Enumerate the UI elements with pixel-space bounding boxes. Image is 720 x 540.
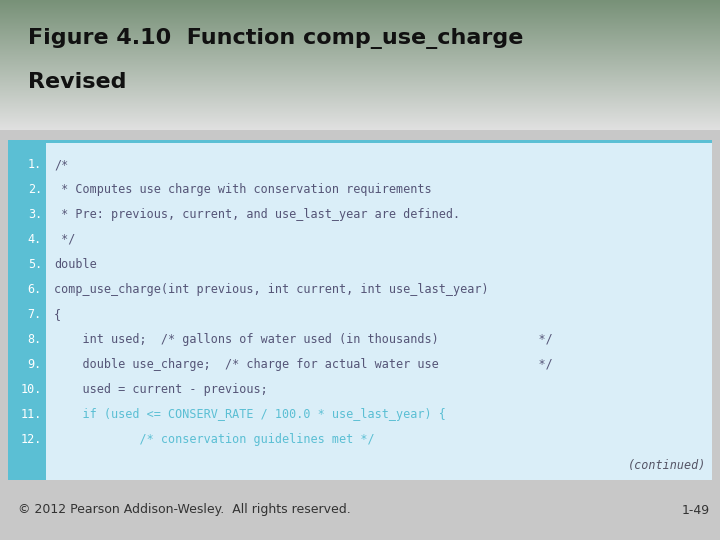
Bar bbox=[8, 143, 46, 480]
Text: 5.: 5. bbox=[28, 258, 42, 271]
Bar bbox=[8, 143, 712, 480]
Text: 8.: 8. bbox=[28, 333, 42, 346]
Text: Revised: Revised bbox=[28, 72, 127, 92]
Text: double: double bbox=[54, 258, 96, 271]
Text: double use_charge;  /* charge for actual water use              */: double use_charge; /* charge for actual … bbox=[54, 358, 553, 371]
Text: comp_use_charge(int previous, int current, int use_last_year): comp_use_charge(int previous, int curren… bbox=[54, 283, 489, 296]
Text: 11.: 11. bbox=[21, 408, 42, 421]
Text: 2.: 2. bbox=[28, 183, 42, 196]
Bar bbox=[8, 140, 712, 143]
Text: used = current - previous;: used = current - previous; bbox=[54, 383, 268, 396]
Text: {: { bbox=[54, 308, 61, 321]
Bar bbox=[0, 130, 720, 540]
Text: 12.: 12. bbox=[21, 433, 42, 446]
Text: 10.: 10. bbox=[21, 383, 42, 396]
Text: 9.: 9. bbox=[28, 358, 42, 371]
Text: * Computes use charge with conservation requirements: * Computes use charge with conservation … bbox=[54, 183, 431, 196]
Text: 7.: 7. bbox=[28, 308, 42, 321]
Text: © 2012 Pearson Addison-Wesley.  All rights reserved.: © 2012 Pearson Addison-Wesley. All right… bbox=[18, 503, 351, 516]
Text: 4.: 4. bbox=[28, 233, 42, 246]
Text: * Pre: previous, current, and use_last_year are defined.: * Pre: previous, current, and use_last_y… bbox=[54, 208, 460, 221]
Text: 3.: 3. bbox=[28, 208, 42, 221]
Text: Figure 4.10  Function comp_use_charge: Figure 4.10 Function comp_use_charge bbox=[28, 28, 523, 49]
Text: (continued): (continued) bbox=[628, 459, 706, 472]
Text: 6.: 6. bbox=[28, 283, 42, 296]
Text: 1-49: 1-49 bbox=[682, 503, 710, 516]
Text: /* conservation guidelines met */: /* conservation guidelines met */ bbox=[54, 433, 374, 446]
Text: /*: /* bbox=[54, 158, 68, 171]
Text: 1.: 1. bbox=[28, 158, 42, 171]
Text: if (used <= CONSERV_RATE / 100.0 * use_last_year) {: if (used <= CONSERV_RATE / 100.0 * use_l… bbox=[54, 408, 446, 421]
Text: */: */ bbox=[54, 233, 76, 246]
Text: int used;  /* gallons of water used (in thousands)              */: int used; /* gallons of water used (in t… bbox=[54, 333, 553, 346]
